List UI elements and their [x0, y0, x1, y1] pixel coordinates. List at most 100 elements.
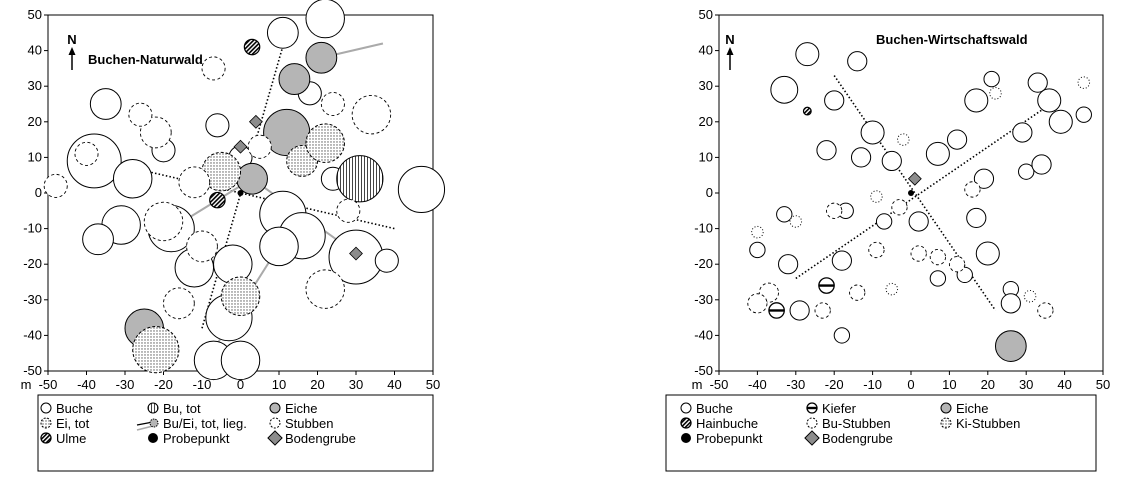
legend-box: [37, 394, 434, 472]
bu-tot-marker: [336, 155, 384, 203]
ulme-marker: [209, 191, 226, 209]
buche-marker: [1075, 106, 1092, 123]
ki-stubben-marker: [751, 225, 764, 239]
kiefer-bar: [768, 309, 785, 312]
buche-marker: [778, 254, 799, 275]
legend-lying-circle-icon: [149, 418, 159, 428]
x-tick-label: 40: [1057, 377, 1071, 392]
bodengrube-marker: [907, 171, 922, 186]
stubben-marker: [891, 199, 908, 216]
stubben-marker: [305, 269, 345, 309]
ki-stubben-marker: [789, 215, 803, 228]
buche-marker: [908, 211, 929, 232]
legend-hatched-circle-icon: [40, 432, 52, 444]
ei-tot-marker: [132, 326, 180, 374]
eiche-marker: [305, 41, 338, 74]
legend-label: Bodengrube: [822, 431, 893, 446]
y-tick-label: 0: [706, 185, 713, 200]
legend-grey-circle-icon: [940, 402, 952, 414]
north-label: N: [67, 32, 76, 47]
buche-marker: [1018, 163, 1035, 180]
buche-marker: [259, 226, 299, 267]
legend-hatched-circle-icon: [680, 417, 692, 429]
buche-marker: [374, 248, 399, 273]
y-tick-label: -50: [694, 363, 713, 378]
y-tick-label: -10: [23, 221, 42, 236]
legend-open-circle-icon: [40, 402, 52, 414]
legend-dotted-circle-icon: [40, 417, 52, 429]
buche-marker: [749, 241, 766, 259]
stubben-marker: [74, 141, 99, 166]
buche-marker: [1027, 72, 1048, 93]
stubben-marker: [814, 302, 831, 319]
legend-label: Eiche: [285, 401, 318, 416]
ki-stubben-marker: [885, 282, 899, 296]
y-tick-label: 40: [28, 43, 42, 58]
stubben-marker: [747, 293, 768, 314]
ki-stubben-marker: [1077, 76, 1091, 89]
chart-right: 50 40 30 20 10 0 -10 -20 -30 -40 -50-50 -40 -30 -20 -1…: [665, 7, 1110, 472]
stubben-marker: [868, 241, 885, 259]
stubben-marker: [163, 287, 195, 320]
ei-tot-marker: [305, 123, 345, 163]
legend-box: [665, 394, 1097, 472]
eiche-marker: [236, 162, 268, 195]
x-tick-label: -30: [786, 377, 805, 392]
stubben-marker: [849, 284, 866, 301]
y-tick-label: 10: [28, 149, 42, 164]
buche-marker: [1012, 122, 1033, 143]
x-tick-label: 10: [942, 377, 956, 392]
buche-marker: [946, 129, 968, 150]
x-tick-label: -50: [39, 377, 58, 392]
y-tick-label: -30: [23, 292, 42, 307]
legend-label: Bu/Ei, tot, lieg.: [163, 416, 247, 431]
legend-diamond-icon: [804, 430, 820, 446]
chart-title: Buchen-Wirtschaftswald: [876, 32, 1028, 47]
y-tick-label: 30: [699, 78, 713, 93]
buche-marker: [831, 250, 852, 271]
y-tick-label: -40: [694, 327, 713, 342]
buche-marker: [925, 141, 950, 166]
probepunkt-marker: [908, 190, 914, 196]
legend-dashed-circle-icon: [806, 417, 818, 429]
y-tick-label: 20: [28, 114, 42, 129]
north-arrow-head: [68, 47, 76, 55]
legend-lying-grey-line: [136, 425, 154, 431]
x-tick-label: -20: [154, 377, 173, 392]
y-tick-label: 10: [699, 149, 713, 164]
buche-marker: [847, 51, 868, 72]
buche-marker: [816, 140, 837, 161]
y-tick-label: -20: [23, 256, 42, 271]
legend-label: Kiefer: [822, 401, 857, 416]
buche-marker: [875, 213, 893, 230]
x-tick-label: 0: [907, 377, 914, 392]
x-tick-label: -10: [193, 377, 212, 392]
stubben-marker: [351, 94, 392, 135]
buche-marker: [305, 0, 345, 39]
north-label: N: [725, 32, 734, 47]
buche-marker: [795, 42, 820, 67]
stubben-marker: [826, 202, 843, 219]
stubben-marker: [1037, 302, 1054, 319]
legend-half-circle-icon: [147, 402, 159, 414]
legend-dashed-circle-icon: [269, 417, 281, 429]
stubben-marker: [128, 102, 153, 127]
y-tick-label: 30: [28, 78, 42, 93]
buche-marker: [1037, 88, 1062, 113]
buche-marker: [929, 270, 947, 287]
buche-marker: [1048, 109, 1073, 134]
ulme-marker: [243, 38, 261, 56]
buche-marker: [824, 90, 845, 111]
ki-stubben-marker: [989, 87, 1002, 100]
x-unit-label: m: [692, 377, 703, 392]
x-tick-label: -40: [77, 377, 96, 392]
hainbuche-marker: [802, 106, 812, 116]
legend-open-circle-icon: [680, 402, 692, 414]
bodengrube-marker: [248, 114, 263, 129]
buche-marker: [973, 168, 995, 189]
ki-stubben-marker: [870, 190, 883, 203]
stubben-marker: [336, 198, 361, 223]
y-tick-label: 50: [699, 7, 713, 22]
x-tick-label: 30: [349, 377, 363, 392]
